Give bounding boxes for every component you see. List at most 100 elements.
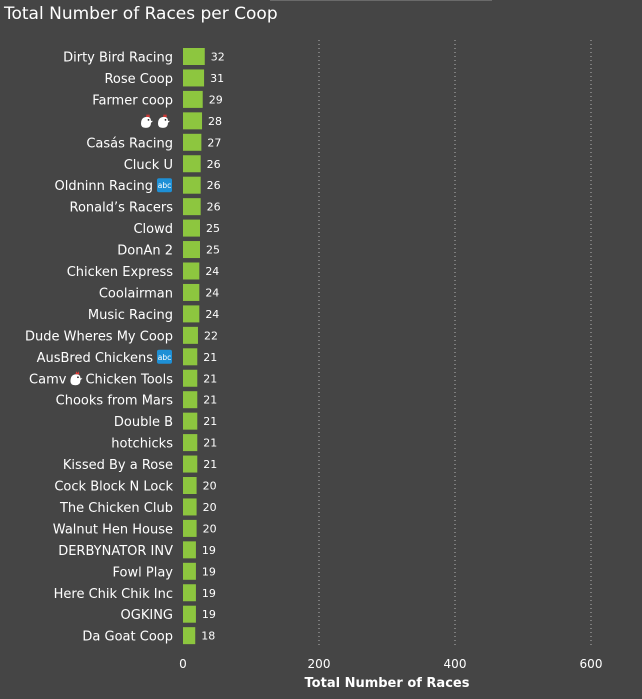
title-divider — [270, 0, 492, 1]
svg-text:Camv: Camv — [29, 372, 67, 387]
category-label: Clowd — [133, 222, 173, 237]
data-label: 21 — [203, 458, 217, 471]
bar — [183, 48, 205, 65]
category-label: Ronald’s Racers — [70, 201, 174, 216]
data-label: 24 — [205, 286, 219, 299]
svg-text:Dude Wheres My Coop: Dude Wheres My Coop — [25, 329, 173, 344]
category-labels: Dirty Bird Racing Rose Coop Farmer coop Cas… — [25, 51, 173, 645]
bar — [183, 90, 203, 108]
bar — [183, 198, 201, 216]
category-label: Chooks from Mars — [56, 394, 174, 409]
gridlines — [318, 40, 592, 646]
svg-text:Kissed By a Rose: Kissed By a Rose — [63, 458, 173, 473]
data-label: 21 — [203, 437, 217, 450]
chicken-icon — [158, 113, 170, 128]
svg-text:Dirty Bird Racing: Dirty Bird Racing — [63, 51, 173, 66]
category-label: abc Oldninn Racing — [54, 178, 172, 194]
svg-text:Double B: Double B — [114, 415, 173, 430]
bar — [183, 627, 196, 645]
svg-text:Rose Coop: Rose Coop — [104, 72, 173, 87]
data-label: 19 — [202, 608, 216, 621]
data-label: 24 — [205, 308, 219, 321]
bar — [183, 283, 200, 301]
x-tick-label: 200 — [308, 657, 331, 671]
svg-text:Cock Block N Lock: Cock Block N Lock — [54, 480, 173, 495]
data-label: 20 — [203, 480, 217, 493]
bar — [183, 155, 201, 173]
bar — [183, 498, 197, 516]
svg-text:Casás Racing: Casás Racing — [86, 136, 173, 151]
data-label: 26 — [207, 201, 221, 214]
category-label: Farmer coop — [92, 93, 173, 108]
chart-title: Total Number of Races per Coop — [4, 4, 278, 24]
svg-text:Chicken Tools: Chicken Tools — [85, 372, 173, 387]
category-label: Double B — [114, 415, 173, 430]
bar — [183, 241, 200, 259]
category-label: Walnut Hen House — [53, 522, 173, 537]
data-label: 24 — [205, 265, 219, 278]
category-label: Fowl Play — [113, 565, 174, 580]
data-label: 28 — [208, 115, 222, 128]
x-tick-label: 400 — [444, 657, 467, 671]
category-label — [141, 113, 170, 128]
category-label: hotchicks — [111, 437, 173, 452]
svg-text:Chooks from Mars: Chooks from Mars — [56, 394, 174, 409]
svg-text:DonAn 2: DonAn 2 — [117, 244, 173, 259]
svg-text:Here Chik Chik Inc: Here Chik Chik Inc — [54, 587, 173, 602]
bar — [183, 455, 198, 473]
category-label: Chicken Express — [67, 265, 173, 280]
bar — [183, 369, 198, 387]
x-tick-label: 0 — [179, 657, 187, 671]
svg-text:The Chicken Club: The Chicken Club — [59, 501, 173, 516]
category-label: Coolairman — [99, 286, 173, 301]
bar — [183, 584, 196, 602]
category-label: OGKING — [121, 608, 173, 623]
bar — [183, 69, 205, 87]
abc-badge-icon: abc — [157, 178, 172, 193]
category-label: The Chicken Club — [59, 501, 173, 516]
data-label: 21 — [203, 394, 217, 407]
category-label: DERBYNATOR INV — [58, 544, 173, 559]
bar — [183, 133, 202, 151]
category-label: Music Racing — [88, 308, 173, 323]
data-label: 19 — [202, 587, 216, 600]
data-label: 31 — [210, 72, 224, 85]
category-label: DonAn 2 — [117, 244, 173, 259]
bar — [183, 434, 198, 452]
data-label: 20 — [203, 501, 217, 514]
data-label: 19 — [202, 565, 216, 578]
svg-text:Fowl Play: Fowl Play — [113, 565, 174, 580]
x-tick-label: 600 — [580, 657, 603, 671]
x-axis-title: Total Number of Races — [305, 676, 470, 691]
svg-text:OGKING: OGKING — [121, 608, 173, 623]
bar — [183, 391, 198, 409]
bar — [183, 326, 198, 344]
value-labels: 32 31 29 28 27 26 26 26 25 25 24 24 24 22 21 21 21 21 21 21… — [201, 51, 225, 643]
bar — [183, 176, 201, 194]
bar — [183, 348, 198, 366]
data-label: 18 — [201, 630, 215, 643]
category-label: Kissed By a Rose — [63, 458, 173, 473]
category-label: abc AusBred Chickens — [37, 349, 172, 366]
data-label: 21 — [203, 415, 217, 428]
category-label: Dude Wheres My Coop — [25, 329, 173, 344]
data-label: 19 — [202, 544, 216, 557]
svg-text:abc: abc — [158, 353, 171, 362]
svg-text:Cluck U: Cluck U — [124, 158, 173, 173]
svg-text:hotchicks: hotchicks — [111, 437, 173, 452]
category-label: Chicken Tools Camv — [29, 371, 173, 387]
category-label: Da Goat Coop — [82, 630, 173, 645]
category-label: Dirty Bird Racing — [63, 51, 173, 66]
chicken-icon — [141, 113, 153, 128]
svg-text:AusBred Chickens: AusBred Chickens — [37, 351, 154, 366]
bar — [183, 519, 197, 537]
svg-text:Ronald’s Racers: Ronald’s Racers — [70, 201, 174, 216]
data-label: 26 — [207, 158, 221, 171]
bar — [183, 541, 196, 559]
bar — [183, 305, 200, 323]
data-label: 25 — [206, 244, 220, 257]
svg-text:DERBYNATOR INV: DERBYNATOR INV — [58, 544, 173, 559]
data-label: 21 — [203, 372, 217, 385]
data-label: 25 — [206, 222, 220, 235]
